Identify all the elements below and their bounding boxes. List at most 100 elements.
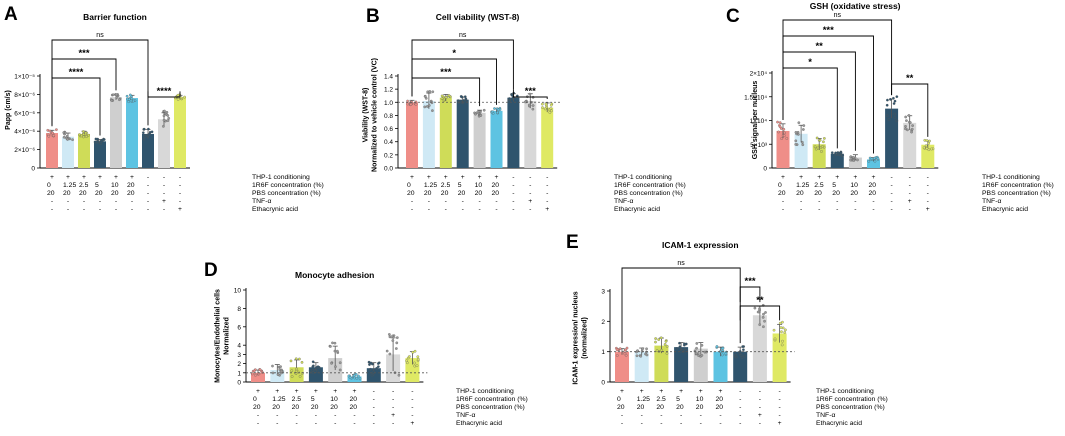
data-point	[331, 341, 334, 345]
y-tick-label: 1.0	[384, 100, 393, 107]
data-point	[464, 97, 468, 101]
condition-row-label: 1R6F concentration (%)	[816, 396, 888, 403]
condition-cell: 20	[47, 190, 55, 197]
condition-cell: 20	[869, 182, 877, 189]
condition-cell: -	[719, 420, 721, 427]
condition-cell: -	[529, 190, 531, 197]
condition-cell: -	[83, 198, 85, 205]
condition-cell: +	[391, 412, 395, 419]
data-point	[893, 116, 897, 120]
data-point	[333, 341, 337, 345]
condition-cell: -	[315, 412, 317, 419]
condition-cell: 20	[637, 404, 645, 411]
bar	[126, 98, 138, 168]
data-point	[849, 155, 853, 159]
condition-cell: 20	[127, 182, 135, 189]
condition-row-label: THP-1 conditioning	[816, 388, 874, 395]
data-point	[822, 140, 825, 144]
condition-row-label: TNF-α	[982, 198, 1001, 205]
y-tick-label: 8	[237, 306, 241, 313]
data-point	[426, 105, 429, 108]
condition-cell: 20	[796, 190, 804, 197]
condition-cell: +	[275, 388, 279, 395]
condition-cell: -	[51, 206, 53, 213]
data-point	[300, 361, 304, 364]
condition-cell: -	[99, 206, 101, 213]
significance-label: *	[808, 57, 812, 68]
data-point	[333, 349, 337, 353]
panel-letter: D	[204, 260, 218, 281]
data-point	[375, 366, 378, 370]
data-point	[294, 357, 298, 361]
data-point	[370, 373, 374, 377]
data-point	[550, 109, 553, 113]
condition-cell: -	[373, 404, 375, 411]
data-point	[541, 106, 544, 109]
y-tick-label: 10	[234, 288, 242, 295]
condition-cell: -	[778, 404, 780, 411]
data-point	[308, 369, 312, 373]
bar	[634, 351, 649, 382]
bar	[733, 351, 748, 382]
condition-cell: 20	[475, 190, 483, 197]
condition-cell: -	[836, 198, 838, 205]
y-tick-label: 5×10³	[750, 142, 768, 149]
significance-label: ns	[834, 12, 842, 19]
data-point	[166, 114, 170, 117]
y-axis-label: (normalized)	[582, 317, 589, 359]
condition-cell: -	[83, 206, 85, 213]
data-point	[911, 124, 914, 127]
condition-row-label: TNF-α	[456, 412, 475, 419]
data-point	[697, 354, 700, 357]
data-point	[376, 362, 380, 365]
data-point	[549, 107, 553, 110]
bar	[94, 141, 106, 168]
data-point	[905, 119, 908, 122]
data-point	[780, 137, 784, 140]
data-point	[254, 373, 257, 377]
data-point	[907, 114, 911, 117]
condition-cell: +	[853, 174, 857, 181]
data-point	[416, 357, 420, 361]
data-point	[761, 316, 765, 319]
data-point	[369, 367, 372, 371]
condition-cell: +	[679, 388, 683, 395]
condition-cell: +	[640, 388, 644, 395]
data-point	[895, 119, 899, 123]
data-point	[867, 159, 871, 163]
condition-cell: -	[147, 206, 149, 213]
data-point	[764, 311, 767, 314]
data-point	[474, 112, 477, 116]
condition-cell: -	[315, 420, 317, 427]
data-point	[143, 134, 147, 138]
data-point	[142, 127, 146, 131]
condition-cell: +	[778, 420, 782, 427]
condition-row-label: TNF-α	[252, 198, 271, 205]
bar	[867, 159, 880, 168]
data-point	[849, 158, 853, 162]
condition-cell: -	[163, 174, 165, 181]
data-point	[111, 93, 115, 97]
condition-cell: -	[927, 198, 929, 205]
condition-cell: 2.5	[292, 396, 302, 403]
y-tick-label: 1.5×10⁴	[744, 94, 767, 101]
condition-cell: 20	[441, 190, 449, 197]
data-point	[531, 107, 535, 111]
condition-cell: -	[353, 412, 355, 419]
condition-cell: -	[890, 190, 892, 197]
data-point	[635, 354, 639, 358]
data-point	[780, 343, 784, 347]
bar	[713, 351, 728, 382]
data-point	[66, 137, 70, 141]
data-point	[71, 138, 74, 142]
data-point	[885, 103, 889, 107]
condition-cell: 5	[458, 182, 462, 189]
condition-cell: -	[115, 206, 117, 213]
data-point	[127, 100, 130, 104]
condition-cell: -	[478, 198, 480, 205]
data-point	[886, 98, 889, 102]
significance-bracket	[891, 83, 929, 137]
condition-cell: 10	[475, 182, 483, 189]
data-point	[778, 121, 782, 124]
condition-cell: -	[818, 206, 820, 213]
